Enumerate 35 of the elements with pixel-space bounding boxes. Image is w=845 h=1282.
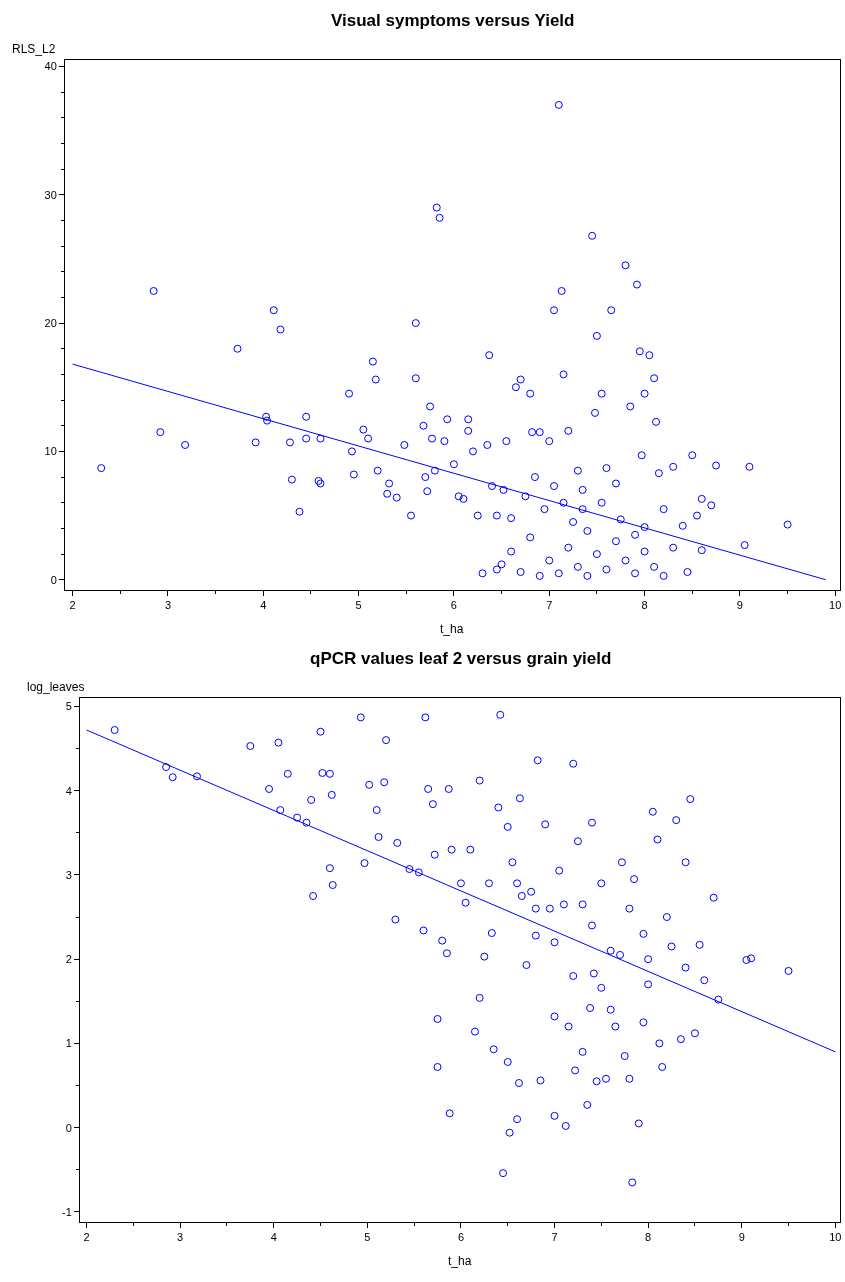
x-tick-label: 9 <box>736 599 743 612</box>
y-tick-label: 4 <box>65 784 72 797</box>
y-axis-title: RLS_L2 <box>12 42 56 56</box>
x-tick-label: 7 <box>546 599 553 612</box>
x-tick-label: 5 <box>355 599 362 612</box>
x-tick-label: 3 <box>177 1231 184 1244</box>
x-tick-label: 4 <box>270 1231 277 1244</box>
x-tick-label: 10 <box>829 1231 842 1244</box>
x-tick-label: 5 <box>364 1231 371 1244</box>
x-tick-label: 10 <box>829 599 842 612</box>
y-tick-label: 1 <box>65 1037 72 1050</box>
chart-title: Visual symptoms versus Yield <box>331 11 575 30</box>
y-tick-label: 5 <box>65 700 72 713</box>
y-tick-label: 3 <box>65 868 72 881</box>
x-tick-label: 6 <box>450 599 457 612</box>
x-tick-label: 8 <box>641 599 648 612</box>
x-tick-label: 8 <box>645 1231 652 1244</box>
x-axis-title: t_ha <box>448 1254 472 1268</box>
y-tick-label: 30 <box>44 188 57 201</box>
y-tick-label: 2 <box>65 953 72 966</box>
y-tick-label: 0 <box>50 573 57 586</box>
y-tick-label: 10 <box>44 445 57 458</box>
x-tick-label: 2 <box>83 1231 90 1244</box>
y-axis-title: log_leaves <box>27 680 85 694</box>
x-tick-label: 6 <box>457 1231 464 1244</box>
y-tick-label: 0 <box>65 1121 72 1134</box>
y-tick-label: 20 <box>44 316 57 329</box>
y-tick-label: 40 <box>44 60 57 73</box>
chart-title: qPCR values leaf 2 versus grain yield <box>310 649 612 668</box>
y-tick-label: -1 <box>62 1205 72 1218</box>
x-axis-title: t_ha <box>440 622 464 636</box>
x-tick-label: 3 <box>164 599 172 612</box>
x-tick-label: 7 <box>551 1231 558 1244</box>
x-tick-label: 9 <box>738 1231 745 1244</box>
x-tick-label: 4 <box>260 599 267 612</box>
